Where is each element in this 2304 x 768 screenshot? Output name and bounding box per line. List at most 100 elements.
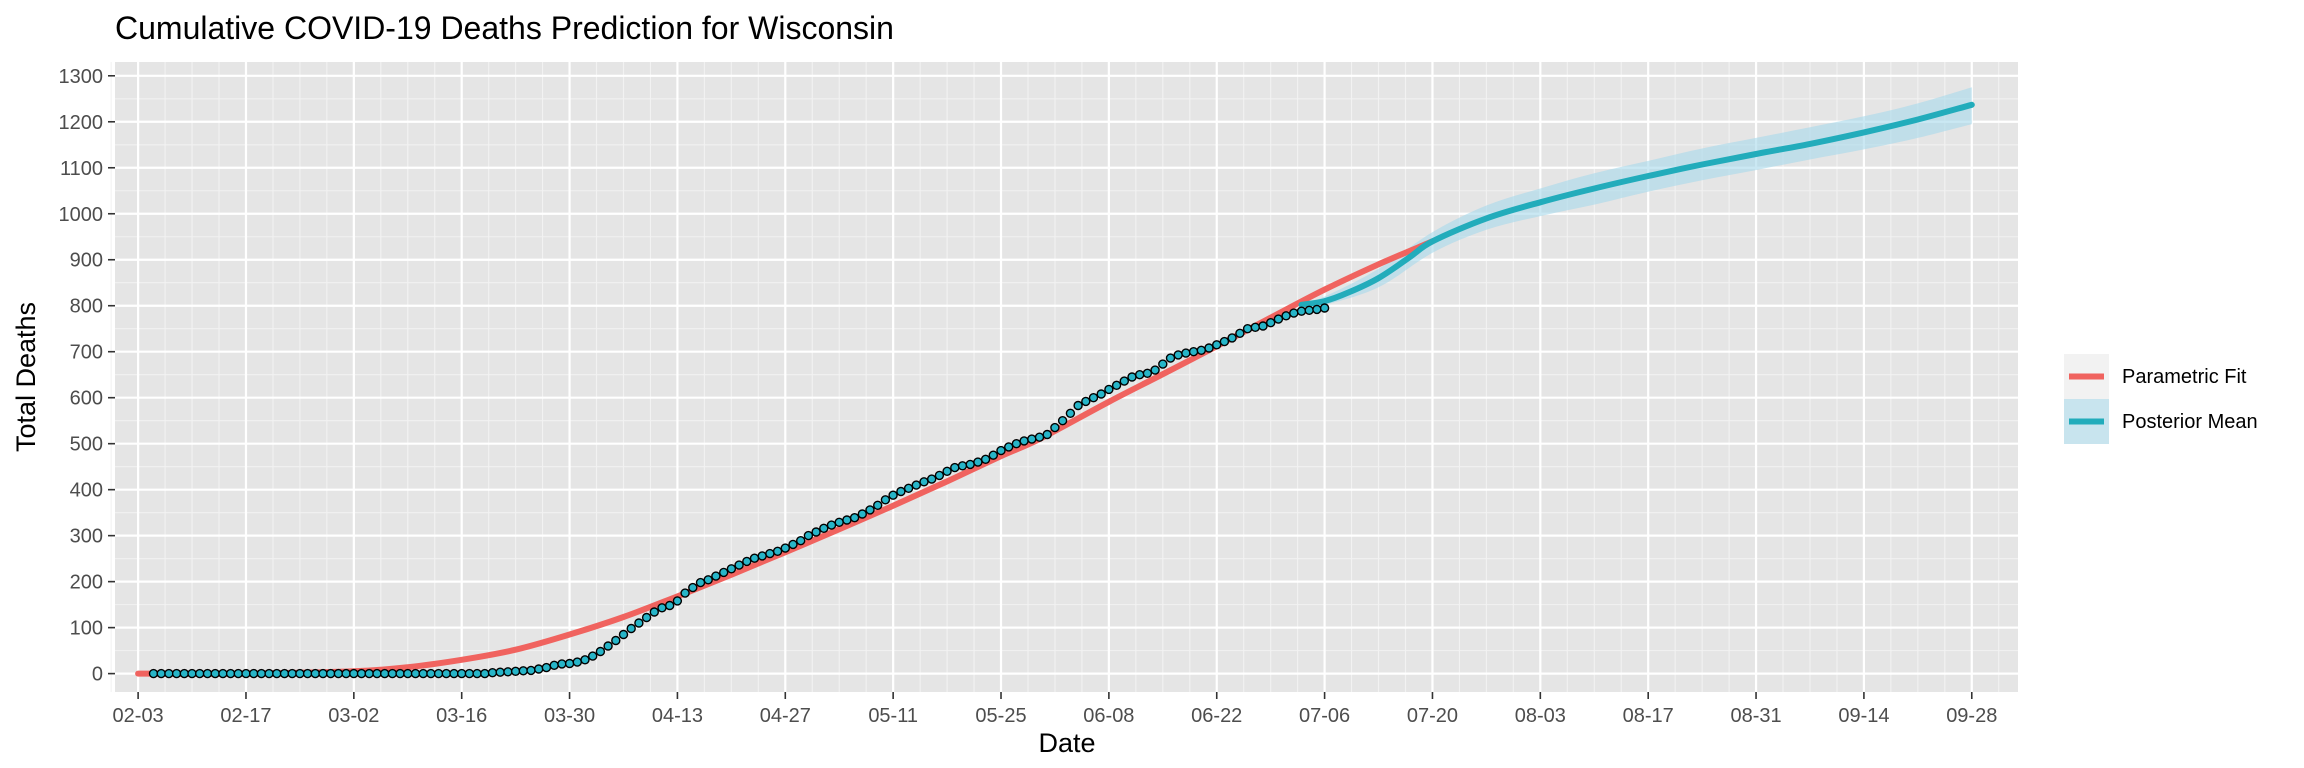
observed-point [903, 483, 914, 493]
observed-point [1296, 306, 1307, 316]
observed-point [1042, 429, 1052, 440]
observed-point [510, 666, 521, 676]
observed-point [842, 515, 852, 525]
observed-point [927, 474, 937, 484]
y-tick-label: 200 [70, 572, 103, 594]
observed-point [834, 517, 844, 527]
observed-point [164, 668, 174, 679]
observed-point [410, 668, 421, 679]
observed-point [202, 668, 213, 679]
observed-point [965, 459, 975, 470]
observed-point [264, 668, 274, 679]
observed-point [788, 539, 798, 550]
observed-point [1034, 432, 1045, 442]
grid-major [115, 62, 2018, 692]
observed-point [1204, 343, 1214, 353]
observed-point [372, 668, 382, 679]
observed-point [364, 668, 374, 679]
y-tick-label: 400 [70, 480, 103, 502]
observed-point [1004, 442, 1014, 452]
observed-point [1019, 436, 1029, 446]
observed-point [1142, 368, 1153, 378]
observed-point [1227, 333, 1237, 343]
observed-point [611, 635, 621, 646]
observed-point [302, 668, 313, 679]
observed-point [403, 668, 413, 679]
x-tick-label: 08-17 [1623, 705, 1674, 727]
observed-point [380, 668, 390, 679]
observed-point [657, 603, 667, 613]
observed-point [1073, 400, 1083, 411]
y-tick-label: 600 [70, 388, 103, 410]
observed-point [241, 668, 251, 679]
observed-point [726, 564, 737, 574]
observed-point [395, 668, 405, 679]
observed-point [1081, 396, 1091, 407]
observed-point [526, 665, 536, 676]
observed-point [187, 668, 197, 679]
observed-point [1273, 314, 1284, 324]
observed-point [1258, 321, 1268, 331]
y-tick-label: 1200 [59, 112, 104, 134]
x-axis: 02-03 02-17 03-02 03-16 03-30 04-13 04-27 05-11… [113, 692, 1997, 727]
observed-point [248, 668, 259, 679]
observed-point [880, 495, 891, 505]
observed-point [272, 668, 282, 679]
observed-point [356, 668, 367, 679]
observed-point [1242, 324, 1253, 334]
observed-point [1265, 318, 1276, 328]
observed-point [1096, 389, 1106, 399]
y-axis: 0 100 200 300 400 500 600 700 800 900 1000 1100 1200… [59, 66, 115, 686]
x-tick-label: 08-31 [1730, 705, 1781, 727]
observed-point [942, 466, 952, 476]
x-tick-label: 05-25 [975, 705, 1026, 727]
observed-point [980, 454, 991, 464]
observed-point [1150, 365, 1160, 375]
observed-point [279, 668, 290, 679]
observed-point [326, 668, 336, 679]
observed-point [1304, 305, 1314, 315]
observed-point [934, 470, 945, 481]
observed-point [911, 480, 921, 490]
observed-point [1065, 408, 1076, 418]
x-tick-label: 07-20 [1407, 705, 1458, 727]
x-tick-label: 04-13 [652, 705, 703, 727]
observed-point [1235, 328, 1245, 338]
y-tick-label: 900 [70, 250, 103, 272]
y-tick-label: 1300 [59, 66, 104, 88]
x-tick-label: 09-28 [1946, 705, 1997, 727]
observed-point [957, 461, 968, 471]
observed-point [503, 667, 513, 677]
observed-point [1188, 347, 1199, 357]
observed-point [318, 668, 328, 679]
observed-point [534, 664, 544, 674]
observed-point [603, 641, 613, 651]
observed-point [896, 486, 906, 497]
observed-point [572, 657, 582, 667]
observed-point [695, 577, 706, 588]
observed-point [973, 457, 983, 467]
x-tick-label: 07-06 [1299, 705, 1350, 727]
observed-point [457, 668, 467, 679]
x-tick-label: 06-08 [1083, 705, 1134, 727]
observed-point [703, 575, 713, 585]
observed-point [1219, 336, 1230, 347]
observed-point [742, 556, 752, 567]
observed-point [1319, 303, 1330, 313]
observed-point [672, 596, 683, 606]
x-tick-label: 06-22 [1191, 705, 1242, 727]
observed-point [719, 567, 729, 578]
observed-point [418, 668, 428, 679]
observed-point [349, 668, 359, 679]
observed-point [310, 668, 320, 679]
observed-point [749, 553, 760, 563]
observed-point [772, 546, 783, 556]
x-tick-label: 04-27 [760, 705, 811, 727]
observed-point [225, 668, 236, 679]
observed-point [1181, 348, 1191, 358]
observed-point [849, 513, 860, 523]
y-tick-label: 700 [70, 342, 103, 364]
observed-point [1027, 434, 1037, 444]
x-axis-title: Date [1038, 728, 1095, 758]
